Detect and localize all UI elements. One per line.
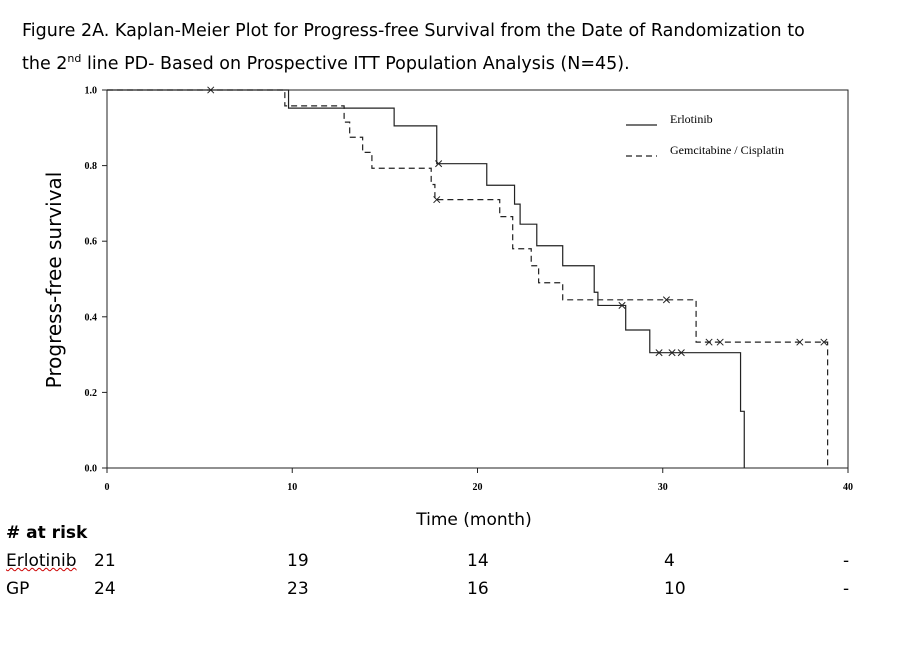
legend-entry: Gemcitabine / Cisplatin [670, 143, 784, 157]
censor-mark [433, 196, 441, 204]
x-tick-label: 0 [105, 482, 110, 493]
y-tick-label: 0.6 [85, 237, 98, 248]
at-risk-value: 24 [94, 579, 116, 599]
x-tick-label: 20 [473, 482, 483, 493]
x-tick-label: 30 [658, 482, 668, 493]
series-line-gemcitabine-cisplatin [107, 89, 829, 468]
x-tick-label: 40 [843, 482, 853, 493]
at-risk-row-label: GP [6, 579, 30, 599]
y-tick-label: 1.0 [85, 86, 98, 97]
y-tick-label: 0.8 [85, 161, 98, 172]
title-line-2-part-a: the 2 [22, 53, 68, 74]
at-risk-value: 21 [94, 551, 116, 571]
censor-mark [668, 349, 676, 357]
censor-mark [677, 349, 685, 357]
at-risk-value: - [843, 551, 850, 571]
censor-mark [435, 160, 443, 168]
at-risk-value: 23 [287, 579, 309, 599]
censor-mark [618, 301, 626, 310]
censor-mark [655, 349, 663, 357]
y-tick-label: 0.0 [85, 464, 98, 475]
y-axis-label: Progress-free survival [42, 172, 66, 389]
series-line-erlotinib [107, 89, 745, 468]
at-risk-header: # at risk [6, 523, 88, 543]
legend-entry: Erlotinib [670, 112, 713, 126]
at-risk-value: 16 [467, 579, 489, 599]
y-tick-label: 0.2 [85, 388, 98, 399]
censor-mark [820, 338, 828, 346]
title-line-2-part-b: line PD- Based on Prospective ITT Popula… [81, 53, 630, 74]
figure-title: Figure 2A. Kaplan-Meier Plot for Progres… [22, 18, 892, 78]
x-tick-label: 10 [287, 482, 297, 493]
x-axis-label: Time (month) [415, 510, 531, 530]
at-risk-value: - [843, 579, 850, 599]
at-risk-row-label: Erlotinib [6, 551, 77, 571]
title-line-1: Figure 2A. Kaplan-Meier Plot for Progres… [22, 21, 805, 41]
at-risk-value: 4 [664, 551, 675, 571]
censor-mark [662, 296, 671, 304]
censor-mark [705, 338, 713, 346]
title-superscript: nd [67, 52, 82, 65]
at-risk-value: 10 [664, 579, 686, 599]
at-risk-value: 19 [287, 551, 309, 571]
censor-mark [716, 338, 724, 346]
censor-mark [796, 338, 804, 346]
at-risk-value: 14 [467, 551, 489, 571]
title-line-2: the 2nd line PD- Based on Prospective IT… [22, 45, 892, 78]
y-tick-label: 0.4 [85, 312, 98, 323]
